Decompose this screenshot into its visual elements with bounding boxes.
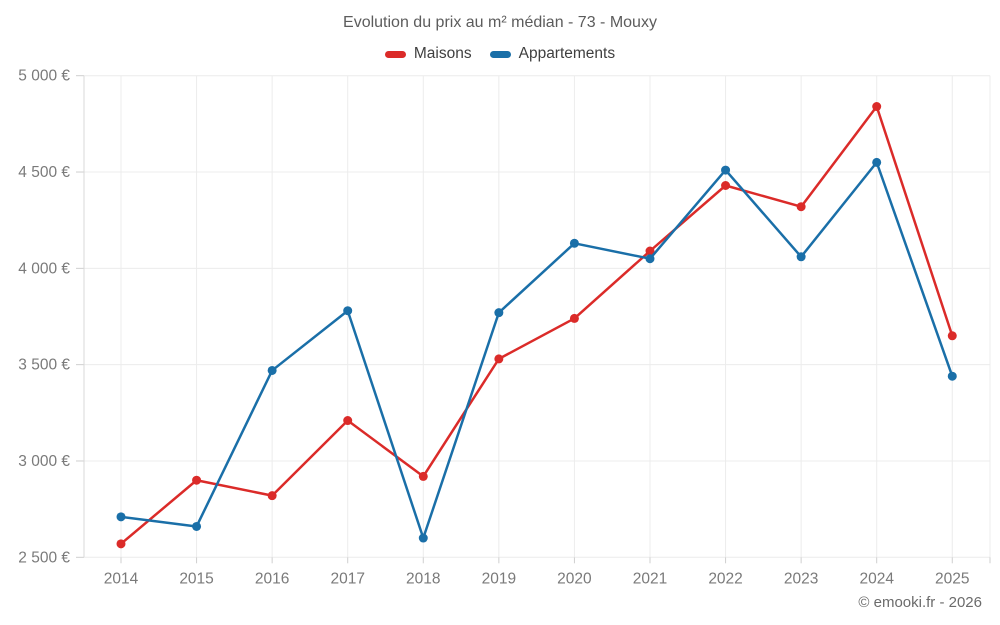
data-point-maisons-2015 (192, 475, 202, 485)
y-tick-label: 3 500 € (18, 357, 70, 374)
x-tick-label: 2024 (859, 570, 894, 587)
data-point-appartements-2021 (645, 254, 655, 264)
data-point-maisons-2021 (645, 246, 655, 256)
data-point-maisons-2022 (721, 181, 731, 191)
x-tick-label: 2018 (406, 570, 440, 587)
x-tick-label: 2022 (708, 570, 742, 587)
x-tick-label: 2020 (557, 570, 592, 587)
data-point-maisons-2017 (343, 416, 353, 426)
data-point-appartements-2020 (569, 238, 579, 248)
series-appartements (116, 157, 957, 543)
data-point-maisons-2016 (267, 491, 277, 501)
axes (76, 75, 991, 564)
data-point-maisons-2024 (872, 102, 882, 112)
data-point-appartements-2025 (947, 371, 957, 381)
data-point-appartements-2022 (721, 165, 731, 175)
data-point-appartements-2024 (872, 157, 882, 167)
attribution-watermark: © emooki.fr - 2026 (858, 594, 982, 611)
legend-label-maisons: Maisons (413, 45, 472, 62)
y-tick-label: 3 000 € (18, 453, 70, 470)
data-point-maisons-2019 (494, 354, 504, 364)
maisons-legend-swatch-icon (384, 50, 406, 58)
data-point-maisons-2025 (947, 331, 957, 341)
data-point-appartements-2016 (267, 365, 277, 375)
y-tick-label: 4 000 € (18, 260, 70, 277)
x-tick-label: 2025 (935, 570, 969, 587)
series-maisons (116, 102, 957, 549)
data-point-maisons-2023 (796, 202, 806, 212)
x-tick-label: 2016 (255, 570, 289, 587)
data-point-maisons-2018 (418, 471, 428, 481)
y-tick-label: 4 500 € (18, 164, 70, 181)
chart-legend: Maisons Appartements (0, 45, 1000, 63)
x-tick-label: 2014 (104, 570, 139, 587)
data-point-appartements-2018 (418, 533, 428, 543)
chart-title: Evolution du prix au m² médian - 73 - Mo… (343, 14, 657, 31)
data-point-maisons-2020 (569, 313, 579, 323)
x-tick-label: 2019 (482, 570, 516, 587)
x-tick-label: 2021 (633, 570, 667, 587)
appartements-legend-swatch-icon (489, 50, 511, 58)
y-tick-label: 5 000 € (18, 68, 70, 85)
data-point-maisons-2014 (116, 539, 126, 549)
x-tick-label: 2015 (179, 570, 213, 587)
data-point-appartements-2014 (116, 512, 126, 522)
x-tick-label: 2023 (784, 570, 818, 587)
y-tick-label: 2 500 € (18, 549, 70, 566)
legend-item-maisons[interactable]: Maisons (384, 45, 472, 63)
axis-labels: 2 500 € 3 000 € 3 500 € 4 000 € 4 500 € 5 000… (18, 68, 969, 588)
data-point-appartements-2017 (343, 306, 353, 316)
legend-label-appartements: Appartements (518, 45, 616, 62)
data-point-appartements-2015 (192, 521, 202, 531)
data-point-appartements-2019 (494, 308, 504, 318)
legend-item-appartements[interactable]: Appartements (489, 45, 616, 63)
x-tick-label: 2017 (330, 570, 364, 587)
data-point-appartements-2023 (796, 252, 806, 262)
